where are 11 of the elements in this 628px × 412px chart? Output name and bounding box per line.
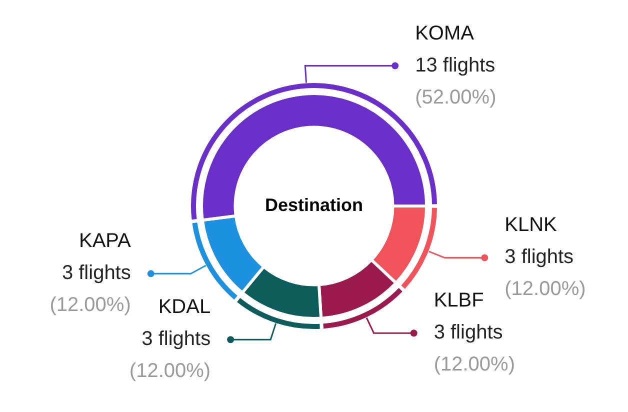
data-label: 3 flights (12.00%) [50,262,131,316]
slice-label: KDAL [158,296,211,318]
legend-label: KLBF [434,290,484,312]
slice-label: KOMA [415,22,475,44]
data-label: 3 flights (12.00%) [504,246,586,300]
slice-label: KAPA [79,230,132,252]
data-label: 3 flights (12.00%) [129,328,211,382]
data-label: 3 flights (12.00%) [434,322,515,376]
data-label: 13 flights (52.00%) [415,54,496,108]
slice-label: KLNK [504,214,558,236]
text: Destination [264,194,364,215]
